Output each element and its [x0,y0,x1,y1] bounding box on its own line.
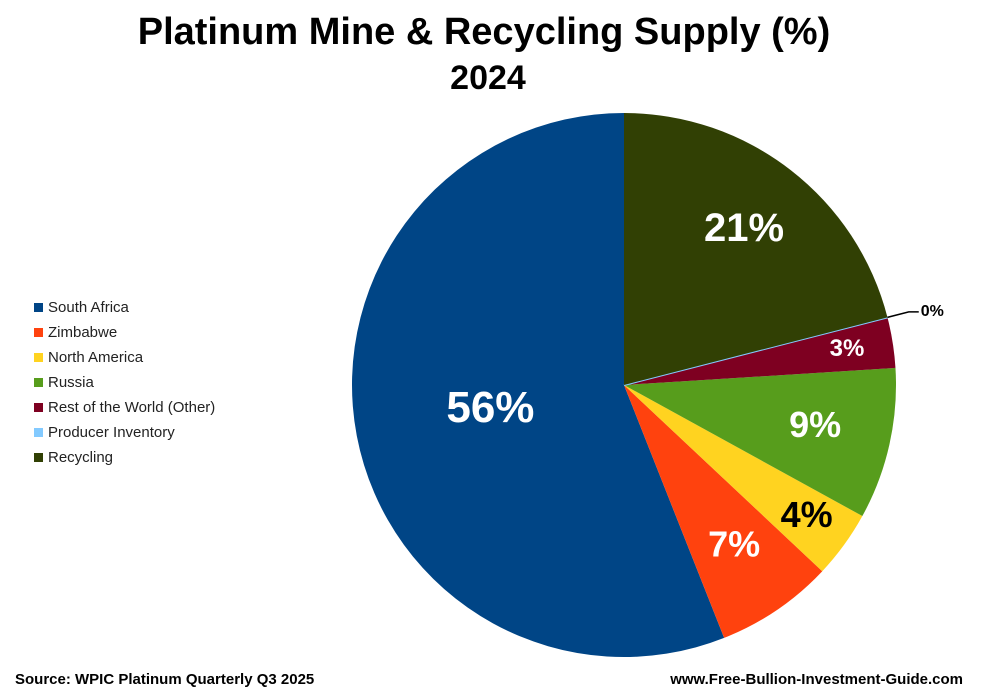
legend-text: South Africa [48,299,130,316]
legend-text: Recycling [48,449,113,466]
leader-line [887,311,919,319]
pie-slice [624,367,896,517]
legend-text: Producer Inventory [48,424,175,441]
chart-subtitle: 2024 [450,59,526,97]
value-label: 21% [704,206,784,250]
source: Source: WPIC Platinum Quarterly Q3 2025 [15,671,314,688]
legend-text: North America [48,349,144,366]
legend-swatch [34,303,43,312]
legend-text: Russia [48,374,95,391]
legend-text: Rest of the World (Other) [48,399,215,416]
website: www.Free-Bullion-Investment-Guide.com [669,671,963,688]
legend-swatch [34,378,43,387]
chart-title: Platinum Mine & Recycling Supply (%) [138,11,831,53]
value-label: 9% [789,404,841,445]
value-label: 7% [708,523,760,564]
legend-swatch [34,328,43,337]
legend-text: Zimbabwe [48,324,117,341]
value-label: 3% [830,335,865,362]
legend-swatch [34,428,43,437]
value-label: 0% [921,303,944,320]
legend-swatch [34,353,43,362]
pie-slice [624,385,863,572]
pie-slice [351,113,725,657]
value-label: 4% [781,494,833,535]
legend-swatch [34,403,43,412]
legend-swatch [34,453,43,462]
pie-slice [624,113,888,385]
value-label: 56% [446,383,534,432]
pie-slice [624,385,823,638]
